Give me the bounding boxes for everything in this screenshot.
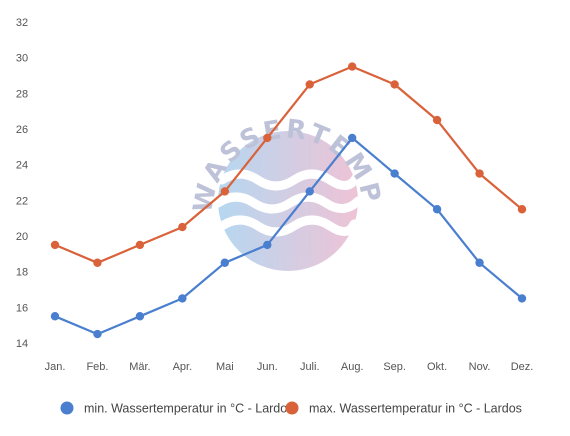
x-tick-label: Mär. bbox=[129, 361, 150, 373]
data-point[interactable] bbox=[135, 312, 145, 321]
data-point[interactable] bbox=[432, 205, 442, 214]
data-point[interactable] bbox=[220, 187, 230, 196]
y-tick-label: 24 bbox=[16, 160, 28, 172]
data-point[interactable] bbox=[347, 133, 357, 143]
y-tick-label: 26 bbox=[16, 124, 28, 136]
data-point[interactable] bbox=[93, 329, 102, 339]
x-tick-label: Dez. bbox=[511, 361, 534, 373]
data-point[interactable] bbox=[220, 258, 230, 267]
legend-marker-min bbox=[60, 401, 74, 415]
data-point[interactable] bbox=[263, 240, 272, 250]
watermark-logo: WASSERTEMPERATUR.ORG bbox=[0, 0, 384, 271]
legend-marker-max bbox=[285, 401, 299, 415]
x-tick-label: Juli. bbox=[300, 361, 320, 373]
x-axis-ticks: Jan. Feb. Mär. Apr. Mai Jun. Juli. Aug. Sep. Okt.… bbox=[45, 361, 534, 373]
data-point[interactable] bbox=[390, 80, 399, 89]
data-point[interactable] bbox=[347, 62, 357, 71]
data-point[interactable] bbox=[178, 222, 187, 232]
series-line bbox=[53, 136, 524, 336]
series-max bbox=[50, 62, 527, 267]
series-line bbox=[53, 65, 524, 264]
y-tick-label: 20 bbox=[16, 231, 28, 243]
legend: min. Wassertemperatur in °C - Lardos max… bbox=[60, 401, 522, 416]
data-point[interactable] bbox=[305, 80, 314, 89]
data-point[interactable] bbox=[305, 187, 314, 196]
y-tick-label: 18 bbox=[16, 267, 28, 279]
data-point[interactable] bbox=[93, 258, 102, 267]
y-tick-label: 30 bbox=[16, 53, 28, 65]
data-point[interactable] bbox=[475, 258, 484, 267]
y-axis-ticks: 14 16 18 20 22 24 26 28 30 32 bbox=[16, 17, 28, 350]
y-tick-label: 14 bbox=[16, 338, 28, 350]
x-tick-label: Jun. bbox=[257, 361, 278, 373]
x-tick-label: Okt. bbox=[427, 361, 447, 373]
x-tick-label: Aug. bbox=[341, 361, 364, 373]
data-point[interactable] bbox=[135, 240, 145, 250]
x-tick-label: Mai bbox=[216, 361, 234, 373]
series-layer bbox=[50, 62, 527, 339]
y-tick-label: 28 bbox=[16, 88, 28, 100]
x-tick-label: Jan. bbox=[45, 361, 66, 373]
legend-item-max[interactable]: max. Wassertemperatur in °C - Lardos bbox=[285, 401, 522, 416]
y-tick-label: 32 bbox=[16, 17, 28, 29]
x-tick-label: Nov. bbox=[469, 361, 491, 373]
legend-label-min: min. Wassertemperatur in °C - Lardos bbox=[84, 402, 293, 416]
x-tick-label: Feb. bbox=[86, 361, 108, 373]
data-point[interactable] bbox=[390, 169, 399, 178]
data-point[interactable] bbox=[50, 312, 60, 321]
x-tick-label: Sep. bbox=[383, 361, 406, 373]
data-point[interactable] bbox=[517, 294, 527, 303]
data-point[interactable] bbox=[432, 115, 442, 125]
data-point[interactable] bbox=[50, 240, 60, 250]
data-point[interactable] bbox=[263, 133, 272, 143]
legend-item-min[interactable]: min. Wassertemperatur in °C - Lardos bbox=[60, 401, 294, 416]
series-min bbox=[50, 133, 527, 339]
data-point[interactable] bbox=[475, 169, 484, 178]
y-tick-label: 22 bbox=[16, 195, 28, 207]
data-point[interactable] bbox=[517, 205, 527, 214]
x-tick-label: Apr. bbox=[173, 361, 193, 373]
y-tick-label: 16 bbox=[16, 302, 28, 314]
legend-label-max: max. Wassertemperatur in °C - Lardos bbox=[309, 402, 522, 416]
data-point[interactable] bbox=[178, 294, 187, 303]
